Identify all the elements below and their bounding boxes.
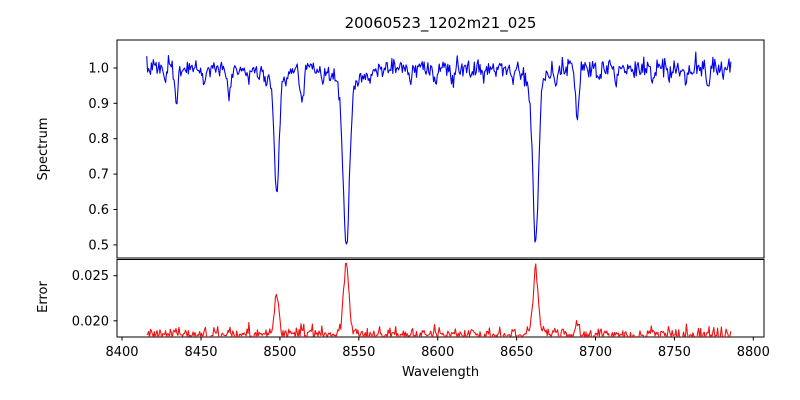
y-tick-label: 0.9: [88, 97, 109, 112]
y-tick-label: 0.020: [72, 314, 109, 329]
x-tick-label: 8450: [184, 345, 217, 360]
axis-ticks: 8400 8450 8500 8550 8600 8650 8700 8750 8800 1.0 0…: [72, 62, 770, 361]
y-tick-label: 0.7: [88, 168, 109, 183]
x-tick-label: 8750: [658, 345, 691, 360]
spectrum-trace: [146, 51, 732, 245]
x-tick-label: 8650: [500, 345, 533, 360]
chart-title: 20060523_1202m21_025: [345, 14, 537, 33]
x-axis-label: Wavelength: [402, 365, 479, 380]
error-y-axis-label: Error: [36, 281, 51, 313]
x-tick-label: 8800: [737, 345, 770, 360]
y-tick-label: 0.025: [72, 269, 109, 284]
x-tick-label: 8700: [579, 345, 612, 360]
error-panel-frame: [116, 259, 765, 338]
x-tick-label: 8400: [105, 345, 138, 360]
error-trace: [146, 262, 732, 337]
x-tick-label: 8600: [421, 345, 454, 360]
spectrum-y-axis-label: Spectrum: [36, 118, 51, 181]
x-tick-label: 8500: [263, 345, 296, 360]
x-tick-label: 8550: [342, 345, 375, 360]
y-tick-label: 0.6: [88, 203, 109, 218]
y-tick-label: 1.0: [88, 62, 109, 77]
spectrum-panel-frame: [116, 39, 765, 259]
y-tick-label: 0.5: [88, 238, 109, 253]
y-tick-label: 0.8: [88, 132, 109, 147]
